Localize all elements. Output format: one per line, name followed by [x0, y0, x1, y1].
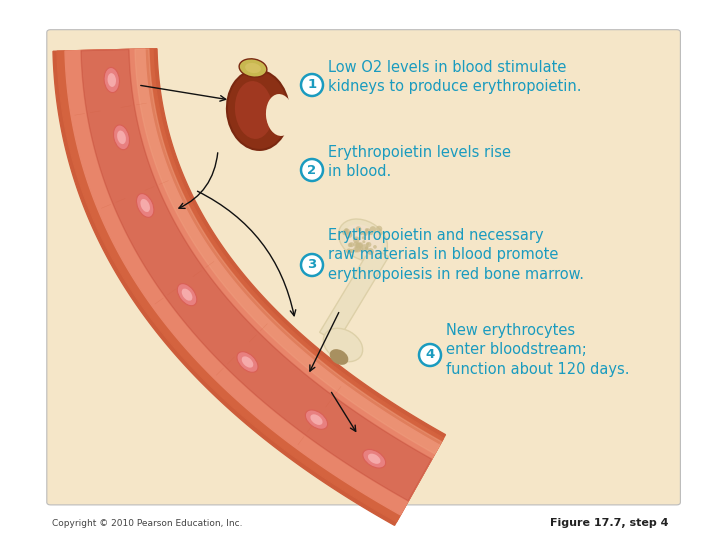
Circle shape [342, 230, 348, 235]
Ellipse shape [245, 63, 261, 73]
Text: Copyright © 2010 Pearson Education, Inc.: Copyright © 2010 Pearson Education, Inc. [52, 519, 243, 528]
Circle shape [358, 242, 364, 248]
Text: New erythrocytes
enter bloodstream;
function about 120 days.: New erythrocytes enter bloodstream; func… [446, 323, 629, 377]
Circle shape [366, 228, 370, 233]
Text: Figure 17.7, step 4: Figure 17.7, step 4 [549, 518, 668, 528]
Circle shape [355, 246, 361, 252]
Circle shape [356, 242, 362, 248]
Circle shape [359, 247, 364, 252]
Circle shape [376, 226, 382, 232]
Circle shape [355, 242, 361, 248]
Ellipse shape [140, 199, 150, 212]
Circle shape [367, 248, 374, 255]
Ellipse shape [227, 70, 289, 150]
Ellipse shape [107, 73, 116, 87]
Polygon shape [81, 50, 432, 501]
Circle shape [359, 231, 364, 235]
Circle shape [373, 245, 377, 249]
Circle shape [301, 159, 323, 181]
Circle shape [344, 228, 348, 232]
Ellipse shape [338, 219, 387, 261]
Circle shape [346, 232, 352, 238]
Ellipse shape [235, 81, 273, 139]
Circle shape [361, 244, 368, 251]
Circle shape [344, 228, 350, 234]
Ellipse shape [323, 328, 363, 362]
Text: 3: 3 [307, 259, 317, 272]
Ellipse shape [242, 356, 253, 368]
Circle shape [354, 241, 359, 247]
Ellipse shape [363, 449, 386, 468]
Circle shape [366, 242, 372, 247]
Text: 2: 2 [307, 164, 317, 177]
Text: 4: 4 [426, 348, 435, 361]
Polygon shape [320, 247, 389, 342]
Ellipse shape [344, 224, 382, 256]
Circle shape [353, 247, 359, 253]
Circle shape [366, 242, 369, 246]
Circle shape [362, 240, 365, 244]
Circle shape [379, 232, 382, 235]
Ellipse shape [137, 193, 154, 218]
Ellipse shape [117, 131, 126, 144]
Circle shape [419, 344, 441, 366]
Circle shape [369, 226, 376, 233]
Circle shape [350, 249, 354, 253]
Text: Erythropoietin levels rise
in blood.: Erythropoietin levels rise in blood. [328, 145, 511, 179]
Text: 1: 1 [307, 78, 317, 91]
Circle shape [301, 74, 323, 96]
Ellipse shape [368, 454, 380, 464]
Circle shape [369, 232, 373, 235]
Polygon shape [57, 49, 444, 522]
Ellipse shape [266, 94, 294, 136]
Text: Low O2 levels in blood stimulate
kidneys to produce erythropoietin.: Low O2 levels in blood stimulate kidneys… [328, 59, 582, 94]
Circle shape [363, 231, 368, 236]
Circle shape [365, 246, 369, 249]
Text: Erythropoietin and necessary
raw materials in blood promote
erythropoiesis in re: Erythropoietin and necessary raw materia… [328, 228, 584, 282]
Polygon shape [53, 49, 446, 525]
Circle shape [348, 243, 352, 247]
Ellipse shape [177, 284, 197, 306]
Ellipse shape [267, 104, 285, 132]
Ellipse shape [310, 414, 323, 425]
Ellipse shape [305, 410, 328, 429]
Polygon shape [65, 49, 440, 515]
Ellipse shape [181, 288, 192, 301]
Circle shape [348, 231, 352, 234]
Ellipse shape [237, 352, 258, 372]
Circle shape [346, 248, 351, 254]
Circle shape [349, 242, 354, 247]
Ellipse shape [114, 125, 130, 150]
Circle shape [365, 246, 369, 250]
Circle shape [301, 254, 323, 276]
Circle shape [353, 237, 359, 243]
Ellipse shape [104, 68, 120, 92]
Circle shape [356, 226, 361, 232]
Ellipse shape [239, 59, 267, 77]
Ellipse shape [330, 349, 348, 365]
Polygon shape [135, 49, 441, 454]
Circle shape [362, 236, 365, 239]
Circle shape [365, 228, 368, 232]
